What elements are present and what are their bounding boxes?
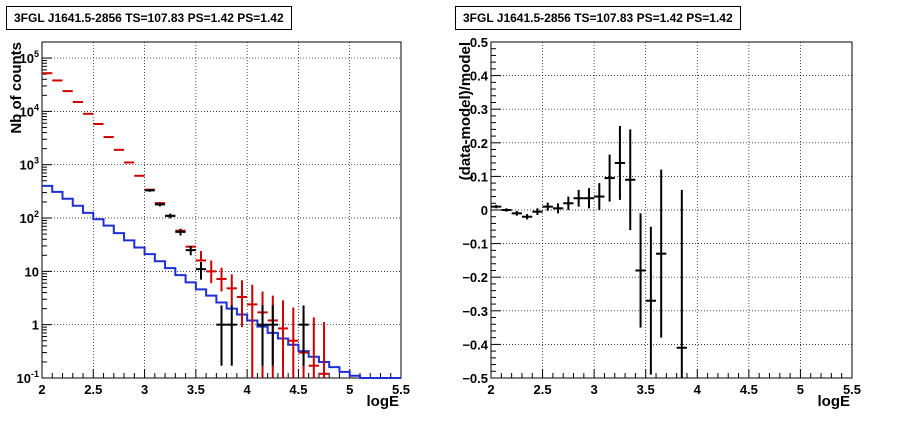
residual-point — [501, 208, 512, 212]
model-point — [236, 280, 248, 328]
x-tick-label: 3 — [141, 382, 148, 397]
x-tick-label: 5.5 — [392, 382, 410, 397]
counts-chart: 2 2.5 3 3.5 4 4.5 5 5.5 10-1 1 10 102 103 104 105 logE N… — [8, 41, 410, 410]
x-tick-label: 2 — [487, 382, 494, 397]
x-tick-label: 3.5 — [187, 382, 205, 397]
x-tick-label: 2.5 — [534, 382, 552, 397]
y-tick-label: 10 — [25, 264, 39, 279]
data-point — [267, 305, 278, 366]
y-tick-label: 102 — [20, 209, 39, 226]
x-tick-label: 5 — [797, 382, 804, 397]
x-tick-label: 3.5 — [637, 382, 655, 397]
x-tick-label: 4.5 — [740, 382, 758, 397]
y-tick-label: 0 — [481, 203, 488, 218]
x-tick-label: 5 — [346, 382, 353, 397]
y-tick-label: 103 — [20, 156, 39, 173]
y-tick-label: 105 — [20, 49, 39, 66]
residual-point — [552, 203, 564, 214]
model-point — [195, 251, 207, 262]
data-point — [257, 305, 268, 366]
residual-point — [656, 169, 667, 338]
background-histogram — [42, 184, 401, 379]
y-tick-label: 104 — [20, 102, 39, 119]
y-axis-title: Nb of counts — [8, 42, 25, 134]
model-point — [308, 317, 319, 378]
data-point — [226, 305, 237, 366]
residual-chart-panel: 3FGL J1641.5-2856 TS=107.83 PS=1.42 PS=1… — [449, 0, 898, 421]
residual-point — [511, 211, 522, 216]
chart-title: 3FGL J1641.5-2856 TS=107.83 PS=1.42 PS=1… — [6, 6, 292, 30]
y-tick-label: −0.2 — [462, 270, 488, 285]
residual-point — [583, 188, 595, 209]
x-tick-label: 5.5 — [843, 382, 861, 397]
data-point — [165, 213, 176, 219]
x-axis-title: logE — [367, 393, 400, 410]
y-tick-label: −0.4 — [462, 337, 488, 352]
data-point — [154, 202, 166, 207]
residual-point — [645, 226, 657, 375]
model-point — [247, 284, 258, 378]
x-tick-label: 4.5 — [289, 382, 307, 397]
data-point — [144, 189, 155, 192]
residual-point — [542, 202, 553, 211]
x-tick-label: 2 — [38, 382, 45, 397]
chart-title: 3FGL J1641.5-2856 TS=107.83 PS=1.42 PS=1… — [455, 6, 741, 30]
residual-point — [614, 126, 626, 200]
x-tick-label: 4 — [694, 382, 702, 397]
model-point — [226, 274, 237, 307]
residual-point — [676, 189, 687, 378]
data-point — [298, 305, 309, 366]
model-point — [288, 307, 299, 378]
y-tick-label: 1 — [32, 318, 39, 333]
residual-point — [604, 154, 615, 202]
y-tick-label: 0.3 — [470, 102, 488, 117]
model-point — [206, 260, 217, 284]
data-point — [175, 228, 186, 236]
y-tick-label: 0.2 — [470, 136, 488, 151]
residual-point — [625, 129, 636, 231]
residual-chart: 2 2.5 3 3.5 4 4.5 5 5.5 −0.5 −0.4 −0.3 −0.2 −0.1 0 0.1… — [457, 35, 861, 410]
y-tick-label: 10-1 — [17, 369, 39, 386]
y-tick-label: 0.4 — [470, 69, 489, 84]
residual-point — [594, 183, 605, 210]
model-point — [277, 300, 289, 378]
x-tick-label: 2.5 — [84, 382, 102, 397]
y-axis-title: (data-model)/model — [457, 42, 474, 180]
residual-point — [532, 208, 543, 216]
x-axis-title: logE — [818, 393, 851, 410]
x-tick-label: 4 — [244, 382, 252, 397]
counts-chart-panel: 3FGL J1641.5-2856 TS=107.83 PS=1.42 PS=1… — [6, 6, 410, 410]
residual-point — [491, 204, 502, 209]
y-tick-label: 0.1 — [470, 169, 488, 184]
residual-point — [573, 189, 584, 207]
y-tick-label: −0.3 — [462, 304, 488, 319]
residual-point — [521, 214, 533, 220]
x-tick-label: 3 — [591, 382, 598, 397]
data-point — [185, 245, 196, 256]
residual-point — [635, 213, 646, 328]
data-point — [216, 305, 227, 366]
model-point — [318, 322, 330, 378]
residual-point — [563, 196, 574, 210]
data-point — [195, 261, 207, 280]
y-tick-label: −0.1 — [462, 237, 488, 252]
y-tick-label: −0.5 — [462, 371, 488, 386]
y-tick-label: 0.5 — [470, 35, 488, 50]
plot-frame — [41, 41, 402, 379]
model-point — [216, 267, 227, 292]
